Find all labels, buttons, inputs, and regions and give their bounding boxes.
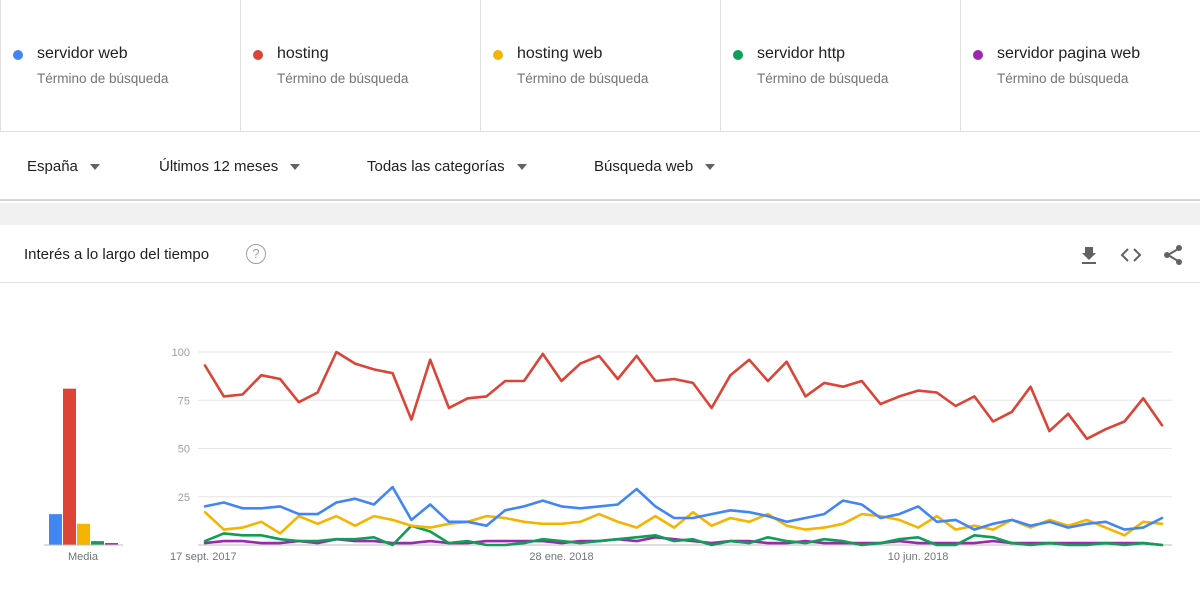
series-line-hosting[interactable] (203, 350, 1164, 441)
chevron-down-icon (516, 163, 527, 170)
x-tick-label: 17 sept. 2017 (170, 551, 237, 563)
chevron-down-icon (89, 163, 100, 170)
term-color-dot (493, 50, 503, 60)
average-label: Media (68, 551, 99, 563)
term-hosting[interactable]: hosting Término de búsqueda (241, 0, 481, 131)
term-servidor-web[interactable]: servidor web Término de búsqueda (0, 0, 241, 131)
region-label: España (27, 158, 78, 175)
x-tick-label: 28 ene. 2018 (529, 551, 593, 563)
term-type: Término de búsqueda (37, 71, 169, 86)
filters-bar: España Últimos 12 meses Todas las catego… (0, 133, 1200, 201)
help-icon[interactable]: ? (246, 244, 266, 264)
y-tick-label: 25 (178, 492, 190, 504)
share-icon[interactable] (1161, 243, 1185, 267)
embed-icon[interactable] (1119, 243, 1143, 267)
download-icon[interactable] (1077, 243, 1101, 267)
y-tick-label: 75 (178, 395, 190, 407)
section-gap (0, 203, 1200, 225)
search-type-dropdown[interactable]: Búsqueda web (594, 158, 716, 175)
search-type-label: Búsqueda web (594, 158, 694, 175)
term-name: servidor web (37, 45, 128, 62)
series-line-servidor-http[interactable] (203, 524, 1164, 547)
chevron-down-icon (290, 163, 301, 170)
interest-chart: 25 50 75 100 Media 17 sept. 2017 28 ene. 201… (44, 347, 1172, 563)
category-dropdown[interactable]: Todas las categorías (367, 158, 527, 175)
term-servidor-http[interactable]: servidor http Término de búsqueda (721, 0, 961, 131)
average-bar[interactable] (63, 388, 76, 545)
category-label: Todas las categorías (367, 158, 505, 175)
search-terms-bar: servidor web Término de búsqueda hosting… (0, 0, 1200, 132)
y-tick-label: 50 (178, 444, 190, 456)
term-color-dot (733, 50, 743, 60)
series-line-servidor-web[interactable] (203, 485, 1164, 531)
period-label: Últimos 12 meses (159, 158, 279, 175)
card-header: Interés a lo largo del tiempo ? (0, 225, 1200, 283)
interest-over-time-card: Interés a lo largo del tiempo ? 25 50 75 10… (0, 225, 1200, 590)
term-servidor-pagina-web[interactable]: servidor pagina web Término de búsqueda (961, 0, 1200, 131)
term-name: hosting (277, 45, 329, 62)
term-name: servidor http (757, 45, 846, 62)
term-type: Término de búsqueda (757, 71, 889, 86)
term-type: Término de búsqueda (517, 71, 649, 86)
average-bar[interactable] (91, 541, 104, 545)
chevron-down-icon (705, 163, 716, 170)
average-bar[interactable] (49, 514, 62, 545)
x-tick-label: 10 jun. 2018 (888, 551, 949, 563)
region-dropdown[interactable]: España (27, 158, 100, 175)
term-hosting-web[interactable]: hosting web Término de búsqueda (481, 0, 721, 131)
term-color-dot (13, 50, 23, 60)
term-name: servidor pagina web (997, 45, 1141, 62)
term-color-dot (973, 50, 983, 60)
series-line-hosting-web[interactable] (203, 510, 1164, 537)
average-bar[interactable] (77, 523, 90, 545)
term-color-dot (253, 50, 263, 60)
y-tick-label: 100 (172, 347, 190, 359)
average-bar[interactable] (105, 543, 118, 545)
term-type: Término de búsqueda (997, 71, 1129, 86)
card-title: Interés a lo largo del tiempo (24, 246, 210, 263)
term-type: Término de búsqueda (277, 71, 409, 86)
period-dropdown[interactable]: Últimos 12 meses (159, 158, 301, 175)
term-name: hosting web (517, 45, 603, 62)
